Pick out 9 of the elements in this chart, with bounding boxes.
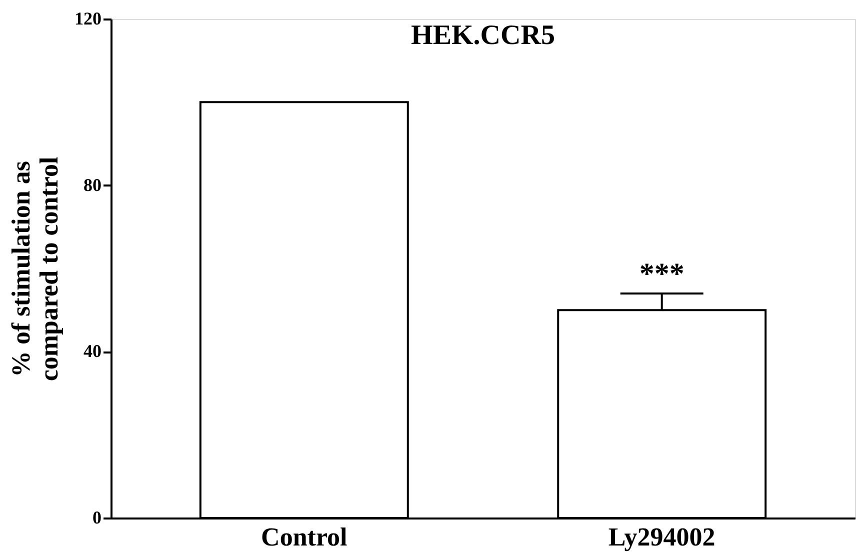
chart-title: HEK.CCR5 <box>411 20 555 51</box>
y-tick-label: 120 <box>74 8 102 28</box>
annotation: *** <box>639 257 684 290</box>
y-tick-label: 80 <box>84 174 102 195</box>
x-tick-label: Ly294002 <box>608 522 716 552</box>
y-tick-label: 40 <box>84 341 102 362</box>
x-tick-label: Control <box>261 522 348 552</box>
y-tick-label: 0 <box>92 508 102 528</box>
y-axis-title: % of stimulation as compared to control <box>6 156 64 382</box>
